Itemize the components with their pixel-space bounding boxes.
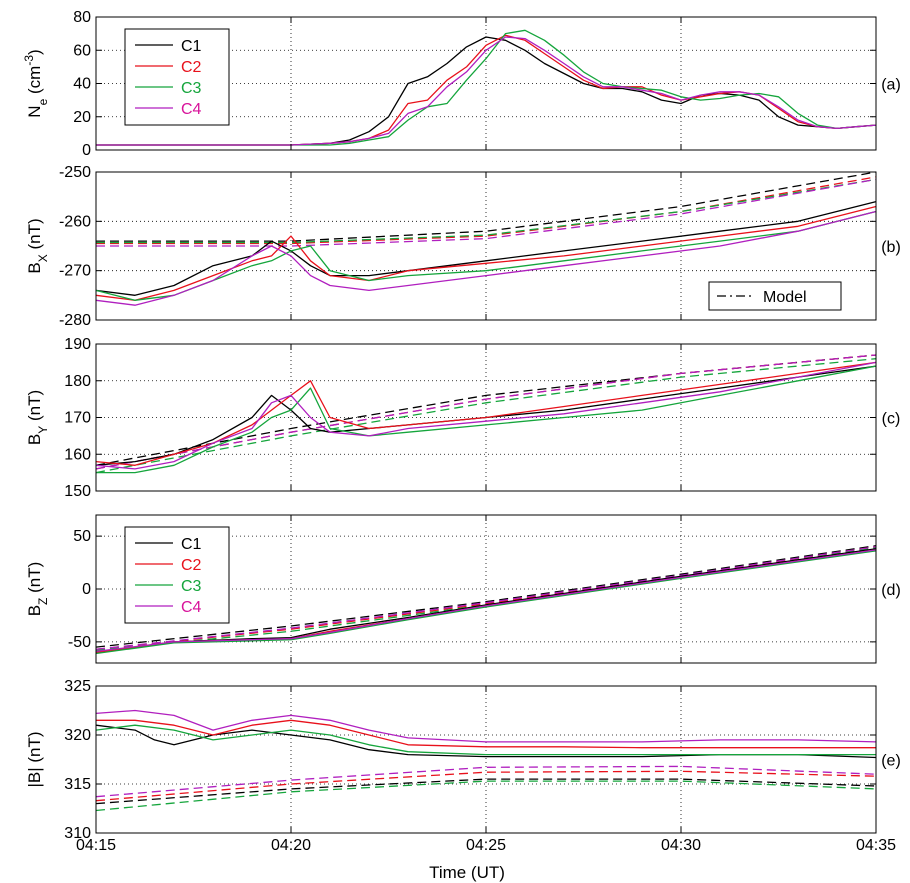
series-line-c2-panel-e xyxy=(96,719,876,749)
legend-label-c2: C2 xyxy=(181,557,202,574)
x-tick-label: 04:25 xyxy=(466,837,506,854)
tick-layer: 0 20 40 60 80 (a) Ne (cm-3) -280 -270 -260 -250 (b)… xyxy=(22,9,901,854)
model-line-c2-panel-e xyxy=(95,770,877,802)
panel-label-c: (c) xyxy=(882,411,901,428)
legend-label-c1: C1 xyxy=(181,536,202,553)
y-axis-label-e: |B| (nT) xyxy=(25,731,44,787)
y-tick-label: 50 xyxy=(73,528,91,545)
y-tick-label: -50 xyxy=(68,634,91,651)
series-line-c1-panel-e xyxy=(95,724,877,759)
y-tick-label: 160 xyxy=(64,446,91,463)
model-line-c3-panel-e xyxy=(95,780,877,812)
y-tick-label: 60 xyxy=(73,42,91,59)
y-tick-label: -280 xyxy=(59,312,91,329)
legend-label-c3: C3 xyxy=(181,80,202,97)
legend-label-c4: C4 xyxy=(181,599,202,616)
legend-label-c3: C3 xyxy=(181,578,202,595)
grid-layer xyxy=(96,17,876,833)
model-line-c4-panel-b xyxy=(96,178,877,247)
y-tick-label: -270 xyxy=(59,263,91,280)
model-line-c3-panel-b xyxy=(96,178,877,244)
y-tick-label: -250 xyxy=(59,164,91,181)
y-tick-label: 180 xyxy=(64,373,91,390)
y-axis-label-c: BY (nT) xyxy=(25,390,50,445)
x-tick-label: 04:20 xyxy=(271,837,311,854)
legend-box-d xyxy=(124,526,230,624)
model-line-c1-panel-c xyxy=(95,354,877,466)
y-tick-label: 0 xyxy=(82,581,91,598)
legend-box-a xyxy=(124,28,230,126)
y-tick-label: 150 xyxy=(64,483,91,500)
model-line-c4-panel-e xyxy=(95,765,877,798)
panel-label-e: (e) xyxy=(881,753,901,770)
model-line-c1-panel-e xyxy=(95,778,877,805)
model-line-c3-panel-c xyxy=(95,358,877,474)
x-tick-label: 04:15 xyxy=(76,837,116,854)
y-tick-label: 20 xyxy=(73,109,91,126)
legend-layer: C1 C2 C3 C4 Model C1 C2 C3 C4 xyxy=(124,28,842,624)
y-axis-label-a: Ne (cm-3) xyxy=(22,49,50,117)
legend-label-c1: C1 xyxy=(181,38,202,55)
series-line-c3-panel-e xyxy=(95,724,876,756)
y-tick-label: 315 xyxy=(64,776,91,793)
panel-label-d: (d) xyxy=(881,582,901,599)
series-line-c1-panel-a xyxy=(96,36,877,146)
model-line-c4-panel-d xyxy=(95,546,877,650)
y-tick-label: 190 xyxy=(64,336,91,353)
y-tick-label: 325 xyxy=(64,678,91,695)
y-tick-label: 80 xyxy=(73,9,91,26)
model-line-c2-panel-d xyxy=(95,546,877,650)
y-tick-label: 310 xyxy=(64,825,91,842)
series-line-c2-panel-b xyxy=(95,205,877,301)
model-line-c1-panel-d xyxy=(95,545,877,648)
series-line-c4-panel-a xyxy=(96,36,877,146)
legend-label-c2: C2 xyxy=(181,59,202,76)
y-tick-label: 40 xyxy=(73,76,91,93)
series-layer xyxy=(95,29,877,812)
y-tick-label: -260 xyxy=(59,213,91,230)
y-axis-label-d: BZ (nT) xyxy=(25,562,50,617)
series-line-c4-panel-d xyxy=(95,549,877,653)
x-tick-label: 04:35 xyxy=(856,837,896,854)
series-line-c4-panel-e xyxy=(95,709,877,743)
y-tick-label: 320 xyxy=(64,727,91,744)
model-line-c1-panel-b xyxy=(96,171,877,242)
panel-label-a: (a) xyxy=(881,77,901,94)
panel-label-b: (b) xyxy=(881,239,901,256)
x-tick-label: 04:30 xyxy=(661,837,701,854)
y-tick-label: 0 xyxy=(82,142,91,159)
legend-label-model: Model xyxy=(763,289,807,306)
series-line-c3-panel-a xyxy=(96,29,877,146)
x-axis-label: Time (UT) xyxy=(429,863,505,882)
series-line-c2-panel-c xyxy=(95,361,877,466)
legend-label-c4: C4 xyxy=(181,101,202,118)
model-line-c4-panel-c xyxy=(95,354,877,470)
model-line-c2-panel-b xyxy=(96,176,877,245)
series-line-c4-panel-c xyxy=(95,361,877,470)
series-line-c3-panel-c xyxy=(96,365,877,474)
y-axis-label-b: BX (nT) xyxy=(25,218,50,273)
series-line-c3-panel-d xyxy=(95,550,877,655)
y-tick-label: 170 xyxy=(64,410,91,427)
series-line-c4-panel-b xyxy=(95,210,877,306)
